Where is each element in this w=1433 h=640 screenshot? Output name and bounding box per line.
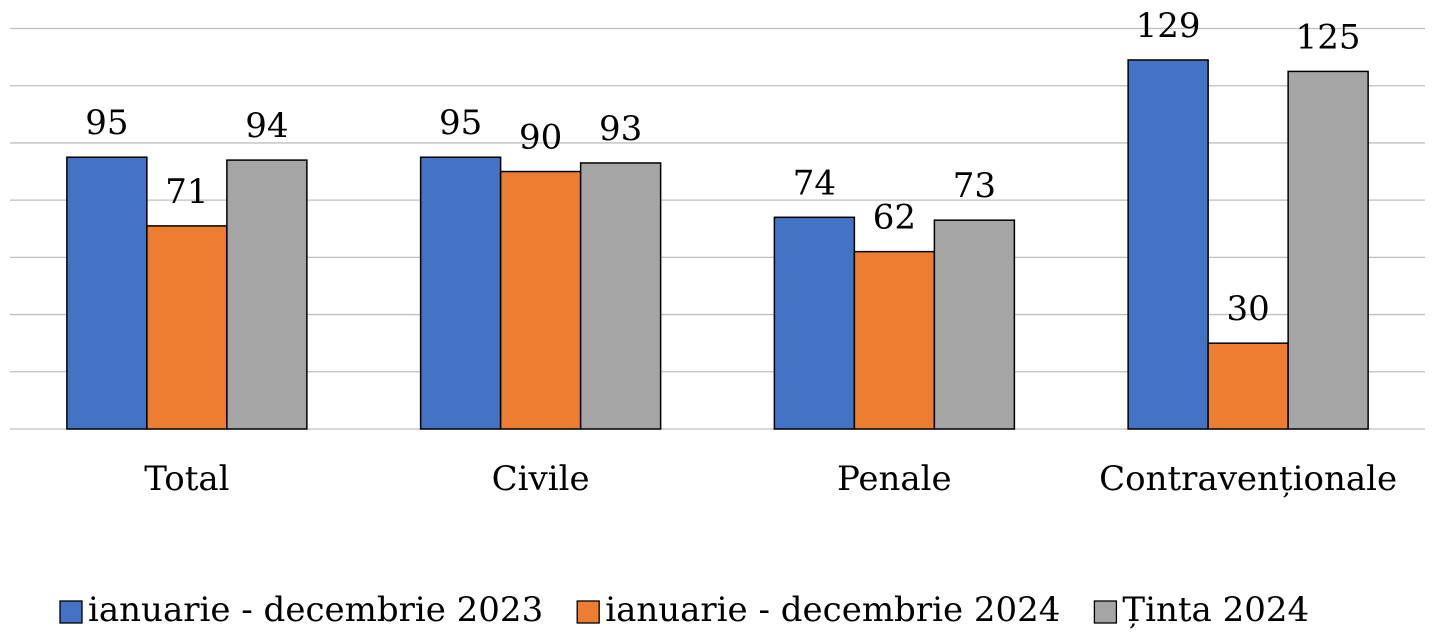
data-label: 125: [1296, 17, 1361, 57]
legend-swatch: [59, 600, 83, 624]
legend-label: Ținta 2024: [1122, 590, 1309, 630]
data-label: 95: [85, 103, 128, 143]
x-tick-label: Total: [144, 459, 229, 499]
bar: [66, 156, 148, 430]
bar: [146, 225, 228, 430]
legend-swatch: [1093, 600, 1118, 624]
bar: [499, 170, 582, 430]
bar: [419, 156, 502, 430]
data-label: 90: [519, 118, 562, 158]
data-label: 95: [439, 103, 482, 143]
data-label: 94: [245, 106, 288, 146]
data-label: 71: [165, 172, 208, 212]
bar: [1127, 59, 1209, 430]
x-tick-label: Contravenționale: [1099, 459, 1397, 499]
data-label: 30: [1226, 289, 1269, 329]
data-label: 74: [793, 163, 836, 203]
bar: [773, 216, 856, 430]
data-label: 73: [953, 166, 996, 206]
legend-swatch: [576, 600, 600, 624]
data-label: 62: [873, 198, 916, 238]
bar: [1287, 70, 1369, 430]
x-tick-label: Civile: [492, 459, 590, 499]
data-label: 129: [1136, 6, 1201, 46]
legend-label: ianuarie - decembrie 2023: [88, 590, 543, 630]
bar: [933, 219, 1016, 430]
data-label: 93: [599, 109, 642, 149]
bar: [853, 250, 936, 430]
bar: [226, 159, 308, 430]
bar: [579, 162, 662, 430]
legend-label: ianuarie - decembrie 2024: [605, 590, 1060, 630]
x-tick-label: Penale: [837, 459, 952, 499]
bar: [1207, 342, 1289, 430]
